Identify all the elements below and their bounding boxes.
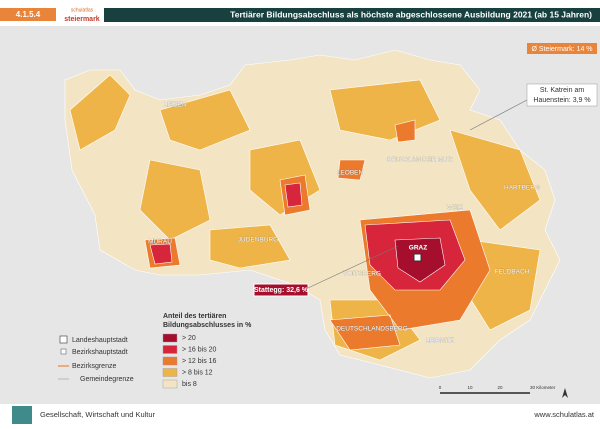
region	[149, 182, 466, 291]
legend-label: > 8 bis 12	[182, 369, 213, 376]
legend-title: Bildungsabschlusses in %	[163, 322, 252, 329]
symbol-district-capital	[60, 348, 67, 355]
footer-band	[0, 404, 600, 424]
legend-swatch	[162, 379, 178, 389]
callout-min-box	[526, 83, 598, 107]
title: Tertiärer Bildungsabschluss als höchste …	[230, 9, 592, 19]
place-label: HARTBERG	[504, 185, 540, 192]
region	[144, 119, 491, 351]
logo-bottom: steiermark	[64, 16, 100, 23]
place-label: BRUCK AN DER MUR	[387, 157, 453, 164]
place-label: MURAU	[148, 239, 172, 246]
legend-label: bis 8	[182, 381, 197, 388]
callout-min-leader	[469, 99, 528, 131]
callout-max-leader	[307, 245, 399, 289]
code-box	[0, 8, 56, 21]
north-arrow	[562, 388, 568, 398]
title-bar	[104, 8, 600, 22]
callout-min: Hauenstein: 3,9 %	[533, 97, 590, 104]
legend-swatch	[162, 345, 178, 354]
legend-label: > 12 bis 16	[182, 358, 217, 365]
footer-icon	[12, 406, 32, 424]
scale-label: 20	[497, 385, 503, 390]
footer-url: www.schulatlas.at	[533, 410, 595, 419]
place-label: LEOBEN	[337, 170, 364, 177]
place-labels: LIEZEN BRUCK AN DER MUR LEOBEN HARTBERG …	[148, 102, 540, 345]
legend-swatch	[162, 333, 178, 343]
place-label: LEIBNITZ	[426, 338, 455, 345]
place-label: VOITSBERG	[343, 271, 381, 278]
legend-label: > 16 bis 20	[182, 346, 217, 353]
place-label: LIEZEN	[164, 102, 187, 109]
map	[64, 49, 561, 379]
symbol-capital	[59, 335, 68, 344]
average-box	[527, 43, 597, 54]
scale-label: 0	[439, 385, 442, 390]
scale-bar: 0 10 20 30 Kilometer	[439, 385, 568, 398]
scale-label: 10	[467, 385, 473, 390]
legend-swatch	[162, 356, 178, 366]
code: 4.1.5.4	[16, 10, 41, 19]
place-label: FELDBACH	[495, 269, 530, 276]
place-label: GRAZ	[409, 245, 427, 252]
legend-symbol-label: Bezirkshauptstadt	[72, 349, 128, 356]
average-note: Ø Steiermark: 14 %	[531, 46, 592, 53]
scale-label: 30 Kilometer	[530, 385, 556, 390]
place-label: WEIZ	[447, 205, 463, 212]
callout-max-box	[253, 283, 309, 297]
capital-symbol	[413, 253, 422, 262]
footer-subject: Gesellschaft, Wirtschaft und Kultur	[40, 410, 156, 419]
legend-label: > 20	[182, 335, 196, 342]
logo-top: schulatlas	[71, 7, 94, 13]
callout-min: St. Katrein am	[540, 87, 585, 94]
place-label: DEUTSCHLANDSBERG	[336, 326, 408, 333]
legend: Anteil des tertiären Bildungsabschlusses…	[58, 313, 252, 383]
legend-symbol-label: Gemeindegrenze	[80, 376, 134, 383]
scale-line	[440, 392, 530, 394]
legend-title: Anteil des tertiären	[163, 313, 226, 320]
legend-symbol-label: Landeshauptstadt	[72, 337, 128, 344]
place-label: JUDENBURG	[238, 237, 278, 244]
legend-swatch	[162, 368, 178, 377]
callout-max: Stattegg: 32,6 %	[254, 287, 309, 294]
legend-symbol-label: Bezirksgrenze	[72, 363, 116, 370]
